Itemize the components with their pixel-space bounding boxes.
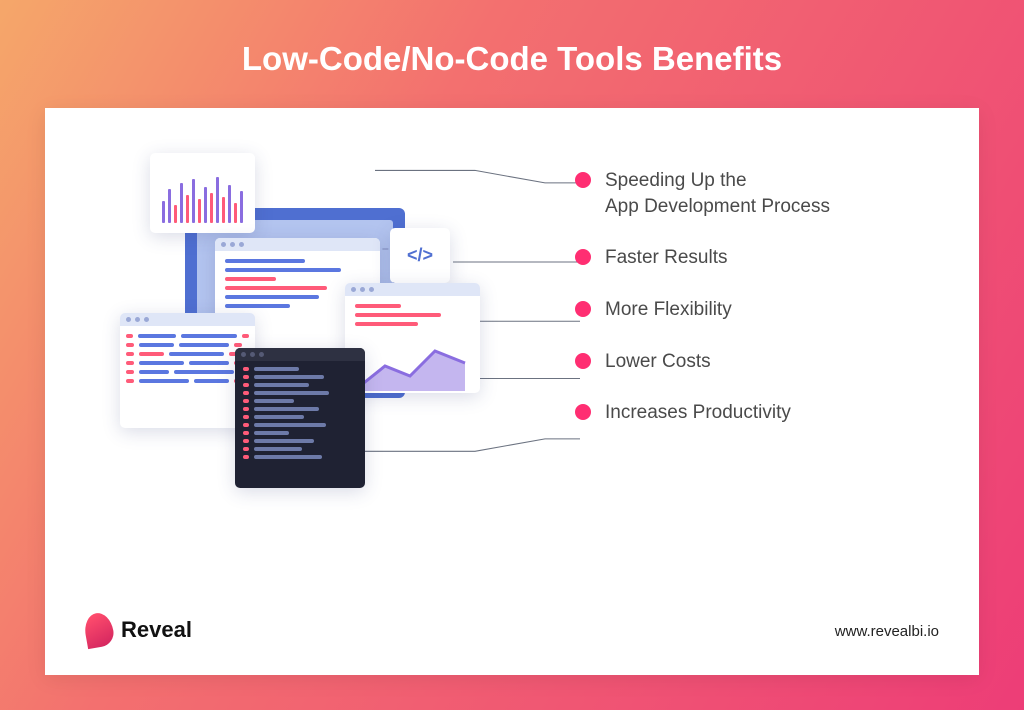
content-card: </> Speeding Up the App Development Proc… (45, 108, 979, 675)
infographic-container: Low-Code/No-Code Tools Benefits </> (0, 0, 1024, 710)
bullet-icon (575, 172, 591, 188)
brand-logo: Reveal (85, 613, 192, 647)
benefit-label: Increases Productivity (605, 400, 791, 426)
benefit-label: Speeding Up the App Development Process (605, 168, 830, 219)
mini-chart-window (150, 153, 255, 233)
benefit-item: Faster Results (575, 245, 935, 271)
benefit-label: Lower Costs (605, 349, 711, 375)
benefit-item: Increases Productivity (575, 400, 935, 426)
benefit-label: More Flexibility (605, 297, 732, 323)
bullet-icon (575, 249, 591, 265)
line-chart-window (345, 283, 480, 393)
code-window-dark (235, 348, 365, 488)
benefit-item: Speeding Up the App Development Process (575, 168, 935, 219)
code-tag-window: </> (390, 228, 450, 283)
brand-name: Reveal (121, 617, 192, 643)
bullet-icon (575, 404, 591, 420)
reveal-logo-icon (82, 611, 115, 649)
benefit-item: More Flexibility (575, 297, 935, 323)
illustration: </> (90, 138, 490, 538)
page-title: Low-Code/No-Code Tools Benefits (45, 40, 979, 78)
bullet-icon (575, 301, 591, 317)
brand-url: www.revealbi.io (835, 623, 939, 640)
benefit-item: Lower Costs (575, 349, 935, 375)
bullet-icon (575, 353, 591, 369)
benefit-label: Faster Results (605, 245, 727, 271)
code-tag-icon: </> (407, 245, 433, 266)
benefits-list: Speeding Up the App Development Process F… (575, 168, 935, 452)
